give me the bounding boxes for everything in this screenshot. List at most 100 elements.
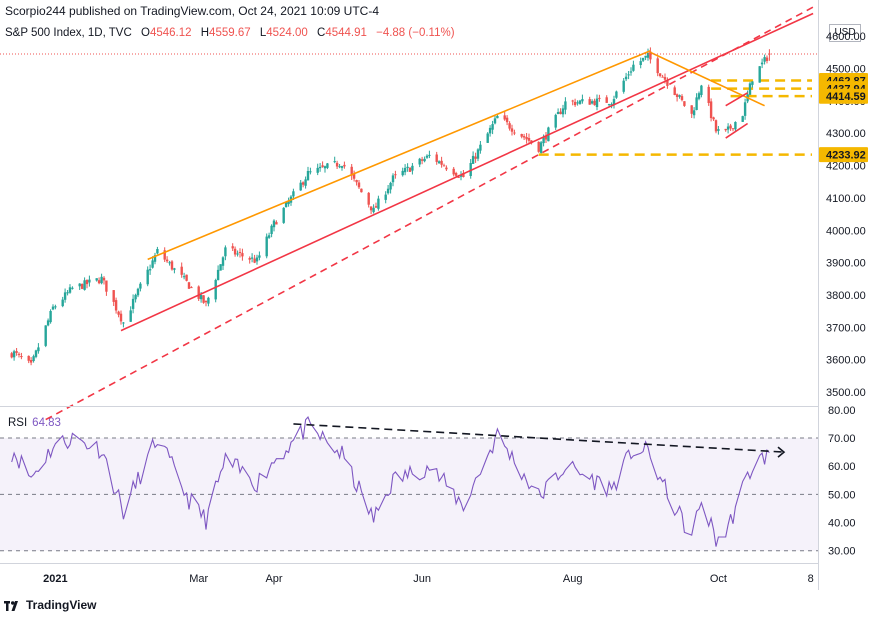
candle-body: [717, 129, 720, 131]
rsi-axis[interactable]: 80.00 70.00 60.00 50.00 40.00 30.00: [828, 405, 856, 558]
price-axis[interactable]: 4600.004500.004400.004300.004200.004100.…: [826, 31, 866, 399]
candle-body: [605, 97, 608, 103]
candle-body: [707, 86, 710, 103]
candle-body: [537, 141, 540, 152]
candle-body: [675, 94, 679, 97]
candle-body: [442, 165, 446, 167]
candle-body: [554, 114, 557, 128]
candle-body: [692, 110, 696, 116]
candle-body: [29, 360, 33, 363]
price-tick-label: 4500.00: [826, 64, 866, 76]
candle-body: [457, 176, 460, 178]
candle-body: [292, 191, 295, 197]
candle-body: [556, 112, 560, 115]
high-value: 4559.67: [209, 27, 251, 39]
candle-body: [741, 116, 744, 122]
price-tick-label: 3800.00: [826, 290, 866, 302]
candle-body: [406, 166, 409, 168]
candle-body: [612, 99, 616, 106]
candle-body: [255, 257, 259, 262]
candle-body: [321, 165, 324, 167]
candle-body: [658, 73, 662, 76]
candle-body: [117, 311, 120, 315]
candle-body: [17, 353, 21, 355]
candle-body: [445, 167, 448, 170]
candle-body: [474, 156, 477, 159]
candle-body: [607, 104, 611, 106]
candle-body: [508, 123, 511, 129]
price-tick-label: 4200.00: [826, 161, 866, 173]
candle-body: [678, 95, 681, 97]
candle-body: [355, 180, 358, 183]
candle-body: [221, 257, 225, 266]
candle-body: [576, 102, 579, 104]
candle-body: [544, 136, 548, 140]
rsi-line: [11, 415, 770, 547]
candle-body: [459, 174, 463, 177]
candle-body: [54, 306, 57, 308]
candle-body: [503, 115, 506, 120]
candle-body: [639, 61, 642, 65]
candle-body: [641, 57, 645, 61]
candle-body: [374, 206, 378, 208]
candle-body: [367, 192, 370, 205]
candle-body: [204, 301, 208, 303]
rsi-band-lines: [0, 437, 818, 552]
candle-body: [547, 127, 550, 142]
candle-body: [729, 125, 732, 129]
candle-body: [423, 158, 426, 162]
candle-body: [216, 269, 220, 281]
candle-body: [440, 160, 443, 165]
candle-body: [673, 87, 676, 95]
candle-body: [372, 207, 375, 213]
candle-body: [384, 194, 387, 200]
candle-body: [112, 290, 115, 302]
candle-body: [185, 274, 188, 281]
candle-body: [709, 101, 713, 119]
candle-body: [454, 173, 458, 176]
candle-body: [425, 155, 429, 158]
candle-body: [656, 58, 659, 74]
candle-body: [63, 292, 67, 300]
candle-body: [34, 350, 38, 357]
candle-body: [571, 100, 574, 102]
candle-body: [697, 93, 701, 99]
candle-body: [593, 100, 596, 106]
candle-body: [595, 98, 599, 107]
candle-body: [284, 202, 288, 208]
candle-body: [318, 166, 322, 169]
low-value: 4524.00: [266, 27, 308, 39]
candle-body: [236, 253, 239, 255]
currency-button[interactable]: USD: [829, 24, 861, 42]
candle-body: [598, 97, 601, 99]
candle-body: [148, 269, 152, 271]
candle-body: [168, 262, 171, 264]
symbol-label[interactable]: S&P 500 Index, 1D, TVC: [5, 27, 132, 39]
candle-body: [10, 353, 13, 358]
rsi-title: RSI: [8, 417, 28, 429]
candle-body: [180, 266, 183, 275]
candle-body: [51, 306, 55, 310]
candle-body: [734, 122, 737, 130]
candle-body: [695, 97, 698, 110]
candle-body: [731, 128, 735, 130]
candle-body: [323, 166, 327, 169]
candle-body: [513, 132, 516, 134]
candle-body: [248, 258, 251, 260]
candle-body: [139, 283, 142, 289]
candle-body: [559, 111, 562, 114]
candle-body: [231, 246, 234, 249]
candle-body: [219, 264, 222, 271]
candle-body: [49, 311, 52, 323]
candle-body: [743, 102, 747, 116]
candle-body: [624, 76, 628, 80]
candle-body: [751, 81, 754, 85]
time-axis[interactable]: 2021 Mar Apr Jun Aug Oct 8: [43, 573, 814, 585]
candle-body: [491, 124, 494, 130]
candle-body: [377, 198, 380, 209]
candle-body: [173, 268, 176, 270]
rsi-tick-label: 80.00: [828, 405, 856, 417]
candle-body: [389, 182, 392, 190]
candle-body: [522, 136, 526, 138]
